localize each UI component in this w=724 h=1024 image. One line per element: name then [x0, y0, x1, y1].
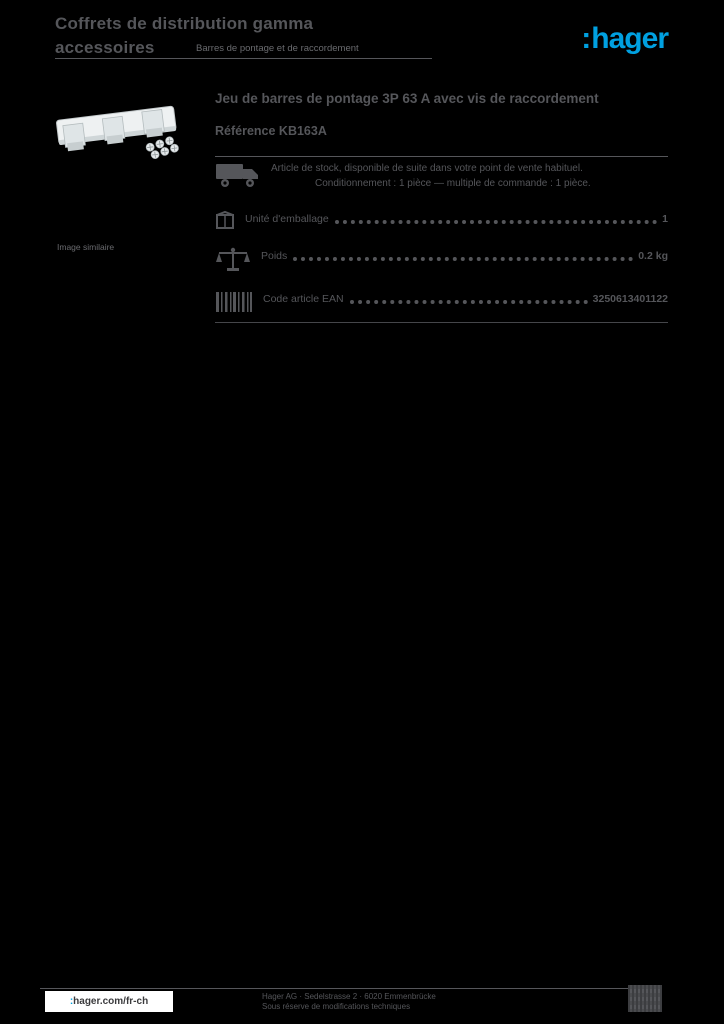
website-link[interactable]: :hager.com/fr-ch	[70, 996, 148, 1007]
header-divider	[55, 58, 432, 59]
image-caption: Image similaire	[57, 242, 115, 252]
spec-label: Poids	[261, 250, 288, 262]
footer-note: Sous réserve de modifications techniques	[262, 1002, 411, 1011]
logo-wordmark: hager	[591, 22, 669, 55]
category-title-line2: accessoires	[55, 38, 155, 57]
section-bottom-divider	[215, 322, 668, 323]
footer-address: Hager AG · Sedelstrasse 2 · 6020 Emmenbr…	[262, 992, 436, 1001]
site-colon-mark: :	[69, 996, 74, 1007]
package-icon	[215, 210, 235, 230]
qr-code	[628, 985, 662, 1012]
spec-value: 0.2 kg	[638, 250, 668, 262]
dot-leader	[349, 300, 588, 304]
spec-label: Code article EAN	[263, 293, 344, 305]
spec-value: 3250613401122	[592, 293, 668, 305]
spec-value: 1	[662, 213, 668, 225]
delivery-line2: Conditionnement : 1 pièce — multiple de …	[315, 178, 591, 189]
footer-address-block: Hager AG · Sedelstrasse 2 · 6020 Emmenbr…	[262, 992, 462, 1012]
product-photo-bridging-bar	[52, 92, 200, 170]
spec-row-delivery: Article de stock, disponible de suite da…	[215, 160, 668, 191]
breadcrumb: Barres de pontage et de raccordement	[196, 43, 359, 54]
delivery-text: Article de stock, disponible de suite da…	[271, 160, 591, 191]
title-divider	[215, 156, 668, 157]
footer-divider	[40, 988, 662, 989]
product-reference: Référence KB163A	[215, 124, 327, 138]
hager-logo: :hager	[581, 22, 669, 56]
product-title: Jeu de barres de pontage 3P 63 A avec vi…	[215, 91, 599, 106]
truck-icon	[215, 160, 261, 190]
dot-leader	[293, 257, 634, 261]
category-title-line1: Coffrets de distribution gamma	[55, 14, 314, 33]
spec-row-packaging: Unité d'emballage 1	[215, 210, 668, 230]
website-box: :hager.com/fr-ch	[45, 991, 173, 1012]
spec-label: Unité d'emballage	[245, 213, 329, 225]
barcode-icon	[215, 290, 253, 316]
spec-row-weight: Poids 0.2 kg	[215, 247, 668, 275]
scale-icon	[215, 247, 251, 275]
spec-row-ean: Code article EAN 3250613401122	[215, 290, 668, 316]
dot-leader	[334, 220, 658, 224]
website-url: hager.com/fr-ch	[73, 996, 149, 1007]
delivery-line1: Article de stock, disponible de suite da…	[271, 163, 583, 174]
logo-colon-mark: :	[581, 22, 591, 55]
